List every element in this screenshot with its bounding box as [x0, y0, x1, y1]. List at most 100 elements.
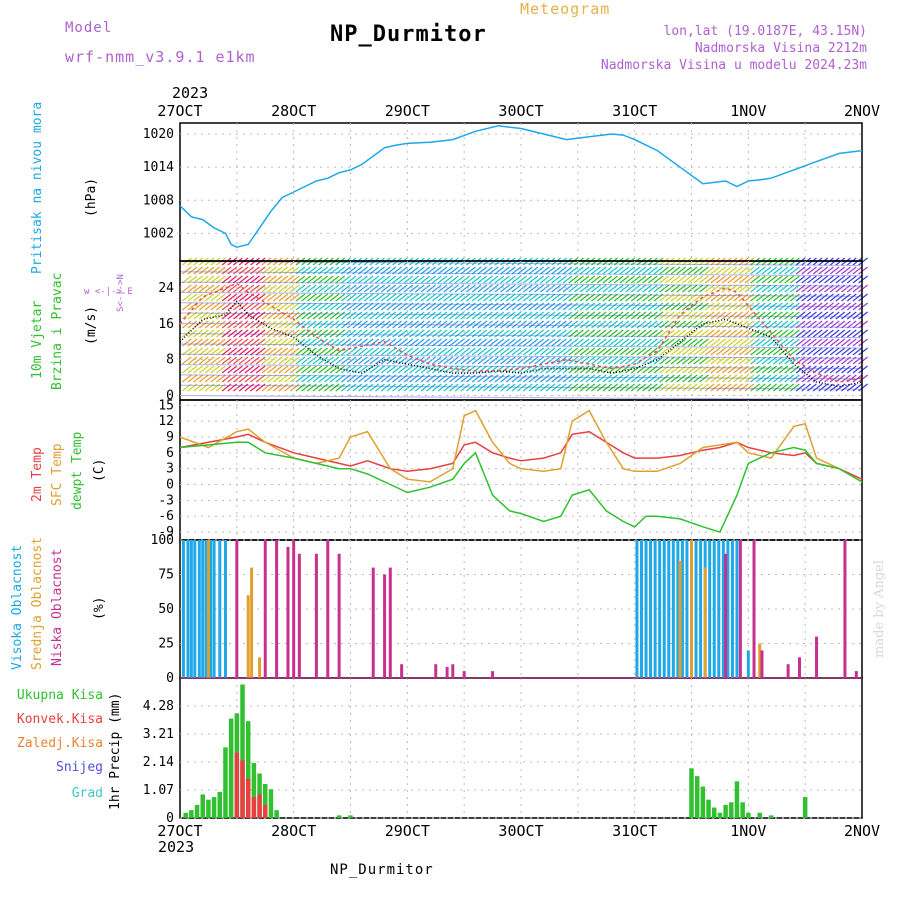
- bar-cloud-high: [667, 540, 671, 678]
- bar-cloud-low: [854, 671, 858, 678]
- wind-compass-h: w <-|-> E: [84, 287, 133, 297]
- legend-snow: Snijeg: [56, 760, 103, 775]
- y-tick-precip: 1.07: [143, 783, 174, 798]
- bar-cloud-high: [735, 540, 739, 678]
- x-tick-bottom: 30OCT: [498, 822, 543, 840]
- y-tick-temp: 6: [166, 446, 174, 461]
- y-tick-wind: 24: [158, 281, 174, 296]
- x-tick-top: 1NOV: [730, 102, 766, 120]
- bar-cloud-low: [760, 650, 764, 678]
- y-tick-precip: 3.21: [143, 727, 174, 742]
- bar-precip-total: [757, 812, 762, 818]
- bar-precip-total: [274, 810, 279, 818]
- bar-cloud-low: [297, 553, 301, 678]
- y-tick-cloud: 50: [158, 602, 174, 617]
- page-title: NP_Durmitor: [330, 22, 487, 47]
- bar-precip-total: [223, 747, 228, 818]
- bar-cloud-mid: [258, 657, 262, 678]
- bar-cloud-high: [685, 540, 689, 678]
- bar-cloud-high: [635, 540, 639, 678]
- bar-cloud-low: [263, 540, 267, 678]
- legend-stratiform: Zaledj.Kisa: [16, 736, 103, 751]
- bar-cloud-low: [275, 540, 279, 678]
- bar-precip-total: [723, 804, 728, 818]
- bar-cloud-high: [653, 540, 657, 678]
- bar-cloud-low: [738, 540, 742, 678]
- bar-cloud-high: [712, 540, 716, 678]
- bar-precip-total: [706, 799, 711, 818]
- y-tick-precip: 4.28: [143, 699, 174, 714]
- elevation-text: Nadmorska Visina 2212m: [694, 41, 867, 56]
- bar-precip-total: [689, 768, 694, 818]
- bar-precip-total: [734, 781, 740, 818]
- bar-cloud-high: [189, 540, 193, 678]
- bar-cloud-high: [186, 540, 190, 678]
- bar-precip-total: [189, 810, 194, 818]
- bar-precip-convective: [257, 794, 262, 818]
- series-line-temp-sfc: [179, 409, 863, 483]
- x-tick-bottom: 1NOV: [730, 822, 766, 840]
- y-tick-precip: 0: [166, 811, 174, 826]
- bar-cloud-high: [671, 540, 675, 678]
- coords-text: lon,lat (19.0187E, 43.15N): [663, 24, 868, 39]
- model-elevation-text: Nadmorska Visina u modelu 2024.23m: [600, 58, 867, 73]
- bar-cloud-high: [680, 540, 684, 678]
- bar-cloud-high: [212, 540, 216, 678]
- y-tick-precip: 2.14: [143, 755, 174, 770]
- series-line-pressure-pressure: [179, 125, 863, 248]
- bar-cloud-high: [204, 540, 208, 678]
- bar-cloud-low: [292, 540, 296, 678]
- y-tick-pressure: 1020: [143, 127, 174, 142]
- bar-cloud-low: [786, 664, 790, 678]
- bar-cloud-high: [730, 540, 734, 678]
- bar-precip-total: [263, 783, 268, 818]
- bar-precip-total: [711, 807, 717, 818]
- bar-precip-total: [228, 718, 234, 818]
- footer-station: NP_Durmitor: [330, 862, 434, 878]
- bar-cloud-low: [445, 666, 449, 678]
- bar-cloud-high: [662, 540, 666, 678]
- bar-cloud-low: [326, 540, 330, 678]
- bar-precip-total: [729, 802, 734, 818]
- bar-precip-total: [217, 791, 223, 818]
- y-tick-cloud: 75: [158, 568, 174, 583]
- bar-cloud-high: [223, 540, 227, 678]
- y-tick-wind: 0: [166, 389, 174, 404]
- bar-cloud-high: [209, 540, 213, 678]
- bar-precip-convective: [245, 778, 251, 818]
- y-tick-pressure: 1002: [143, 226, 174, 241]
- y-tick-temp: -3: [158, 493, 174, 508]
- bar-cloud-mid: [678, 560, 682, 678]
- year-label-bottom: 2023: [158, 838, 195, 856]
- bar-precip-total: [183, 812, 188, 818]
- bar-cloud-low: [286, 546, 290, 678]
- bar-cloud-low: [235, 540, 239, 678]
- bar-cloud-high: [721, 540, 725, 678]
- bar-cloud-high: [708, 540, 712, 678]
- bar-cloud-high: [218, 540, 222, 678]
- bar-precip-convective: [251, 797, 257, 818]
- bar-cloud-low: [752, 540, 756, 678]
- wind-barbs: [179, 257, 868, 401]
- bar-cloud-mid: [703, 567, 707, 678]
- y-tick-wind: 8: [166, 353, 174, 368]
- bar-precip-total: [336, 815, 342, 818]
- bar-cloud-high: [197, 540, 201, 678]
- bar-cloud-mid: [206, 540, 210, 678]
- bar-precip-total: [740, 802, 745, 818]
- bar-precip-total: [206, 799, 211, 818]
- bar-precip-total: [245, 721, 251, 818]
- y-tick-cloud: 0: [166, 671, 174, 686]
- bar-cloud-high: [676, 540, 680, 678]
- x-tick-top: 29OCT: [385, 102, 430, 120]
- bar-cloud-mid: [250, 567, 254, 678]
- panel-frame-pressure: [179, 122, 863, 262]
- y-tick-wind: 16: [158, 317, 174, 332]
- bar-cloud-high: [193, 540, 197, 678]
- bar-cloud-high: [726, 540, 730, 678]
- series-line-temp-dew: [179, 441, 863, 534]
- bar-cloud-low: [843, 540, 847, 678]
- bar-cloud-low: [797, 657, 801, 678]
- x-tick-bottom: 29OCT: [385, 822, 430, 840]
- y-tick-temp: -9: [158, 525, 174, 540]
